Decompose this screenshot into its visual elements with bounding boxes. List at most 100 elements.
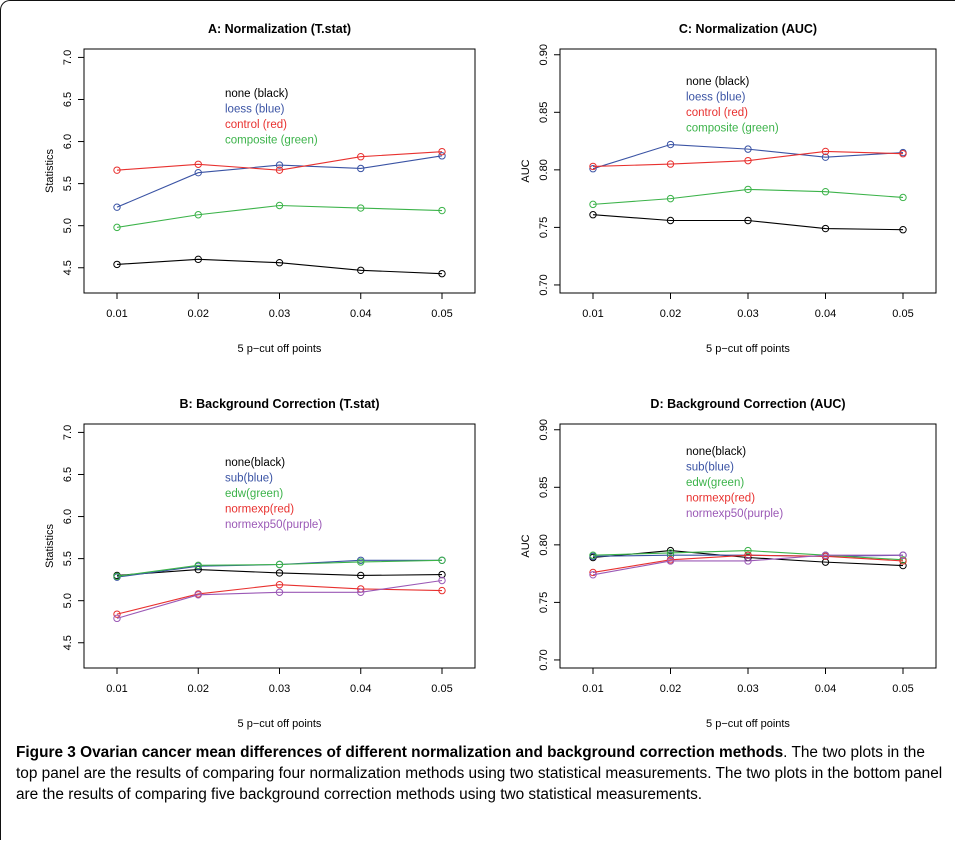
y-tick-label: 5.5 [62,551,74,566]
x-tick-label: 0.01 [106,683,127,695]
data-point [589,211,597,219]
data-point [438,576,446,585]
x-axis-label: 5 p−cut off points [706,718,790,730]
y-tick-label: 0.90 [538,44,550,65]
legend-entry: normexp(red) [686,493,755,505]
caption-label: Figure 3 [16,744,76,761]
data-point [589,164,597,173]
data-point [113,610,121,618]
data-point [744,216,752,225]
y-axis-label: AUC [520,159,532,182]
y-tick-label: 6.5 [62,92,74,107]
series-line [116,155,443,208]
legend-entry: none(black) [225,457,285,469]
data-point [589,200,597,209]
data-point [666,551,675,559]
legend-entry: normexp(red) [225,504,294,516]
data-point [438,570,446,579]
x-tick-label: 0.05 [431,683,452,695]
x-tick-label: 0.04 [350,683,371,695]
data-point [666,194,675,203]
chart-panel-2: C: Normalization (AUC) 0.01 0.02 0.03 0.04 0.… [520,22,937,355]
y-tick-label: 4.5 [62,260,74,275]
legend-entry: composite (green) [225,135,318,147]
series-line [592,554,904,574]
data-point [744,557,752,565]
y-tick-label: 0.85 [538,477,550,498]
chart-panel-3: B: Background Correction (T.stat) 0.01 0.0… [44,397,476,730]
y-axis-label: Statistics [44,148,56,193]
series-line [116,559,443,577]
data-point [275,588,284,596]
data-point [113,203,121,211]
data-point [357,588,365,596]
x-tick-label: 0.02 [660,308,681,320]
data-point [821,224,830,233]
plot-box [559,423,937,669]
y-tick-label: 5.0 [62,218,74,233]
data-point [899,225,907,234]
data-point [194,168,202,177]
figure-charts: A: Normalization (T.stat) 0.01 0.02 0.03 0.0… [44,22,937,730]
legend-entry: none(black) [686,446,746,458]
data-point [438,152,446,160]
legend-entry: normexp50(purple) [686,508,783,520]
data-point [899,193,907,202]
x-tick-label: 0.02 [188,683,209,695]
chart-title: A: Normalization (T.stat) [208,22,351,36]
chart-panel-4: D: Background Correction (AUC) 0.01 0.02 0.… [520,397,937,730]
data-point [438,269,446,278]
data-point [438,586,446,595]
caption-title-end: methods [719,744,784,761]
x-tick-label: 0.01 [582,683,603,695]
data-point [744,156,752,165]
y-tick-label: 5.0 [62,593,74,608]
legend-entry: edw(green) [225,488,283,500]
legend-entry: control (red) [225,119,287,131]
data-point [666,546,675,555]
y-tick-label: 0.75 [538,592,550,613]
data-point [821,551,830,559]
series-line [116,579,443,619]
data-point [194,255,202,264]
x-axis-label: 5 p−cut off points [238,343,322,355]
data-point [899,557,907,565]
data-point [275,259,284,267]
data-point [744,546,752,555]
data-point [194,591,202,599]
x-tick-label: 0.03 [737,683,758,695]
data-point [357,152,365,161]
data-point [821,188,830,196]
x-tick-label: 0.03 [737,308,758,320]
y-tick-label: 6.0 [62,134,74,149]
y-tick-label: 6.5 [62,467,74,482]
series-line [592,150,904,167]
x-tick-label: 0.05 [431,308,452,320]
x-axis-label: 5 p−cut off points [238,718,322,730]
series-line [116,584,443,615]
y-tick-label: 7.0 [62,50,74,65]
data-point [113,166,121,174]
series-line [592,554,903,576]
data-point [357,571,365,580]
x-tick-label: 0.05 [892,683,913,695]
chart-title: C: Normalization (AUC) [679,22,817,36]
series-line [592,550,904,561]
data-point [438,147,446,156]
x-tick-label: 0.04 [815,683,836,695]
data-point [589,568,597,577]
series-line [116,204,443,228]
y-tick-label: 6.0 [62,509,74,524]
data-point [438,556,446,565]
data-point [275,201,284,210]
data-point [589,571,597,579]
chart-title: D: Background Correction (AUC) [650,397,845,411]
data-point [744,145,752,153]
x-tick-label: 0.02 [660,683,681,695]
caption-body: . The two plots in the top panel are the… [16,744,943,803]
data-point [438,206,446,215]
data-point [275,581,284,589]
chart-panel-1: A: Normalization (T.stat) 0.01 0.02 0.03 0.0… [44,22,476,355]
chart-title: B: Background Correction (T.stat) [179,397,379,411]
series-line [592,214,904,231]
